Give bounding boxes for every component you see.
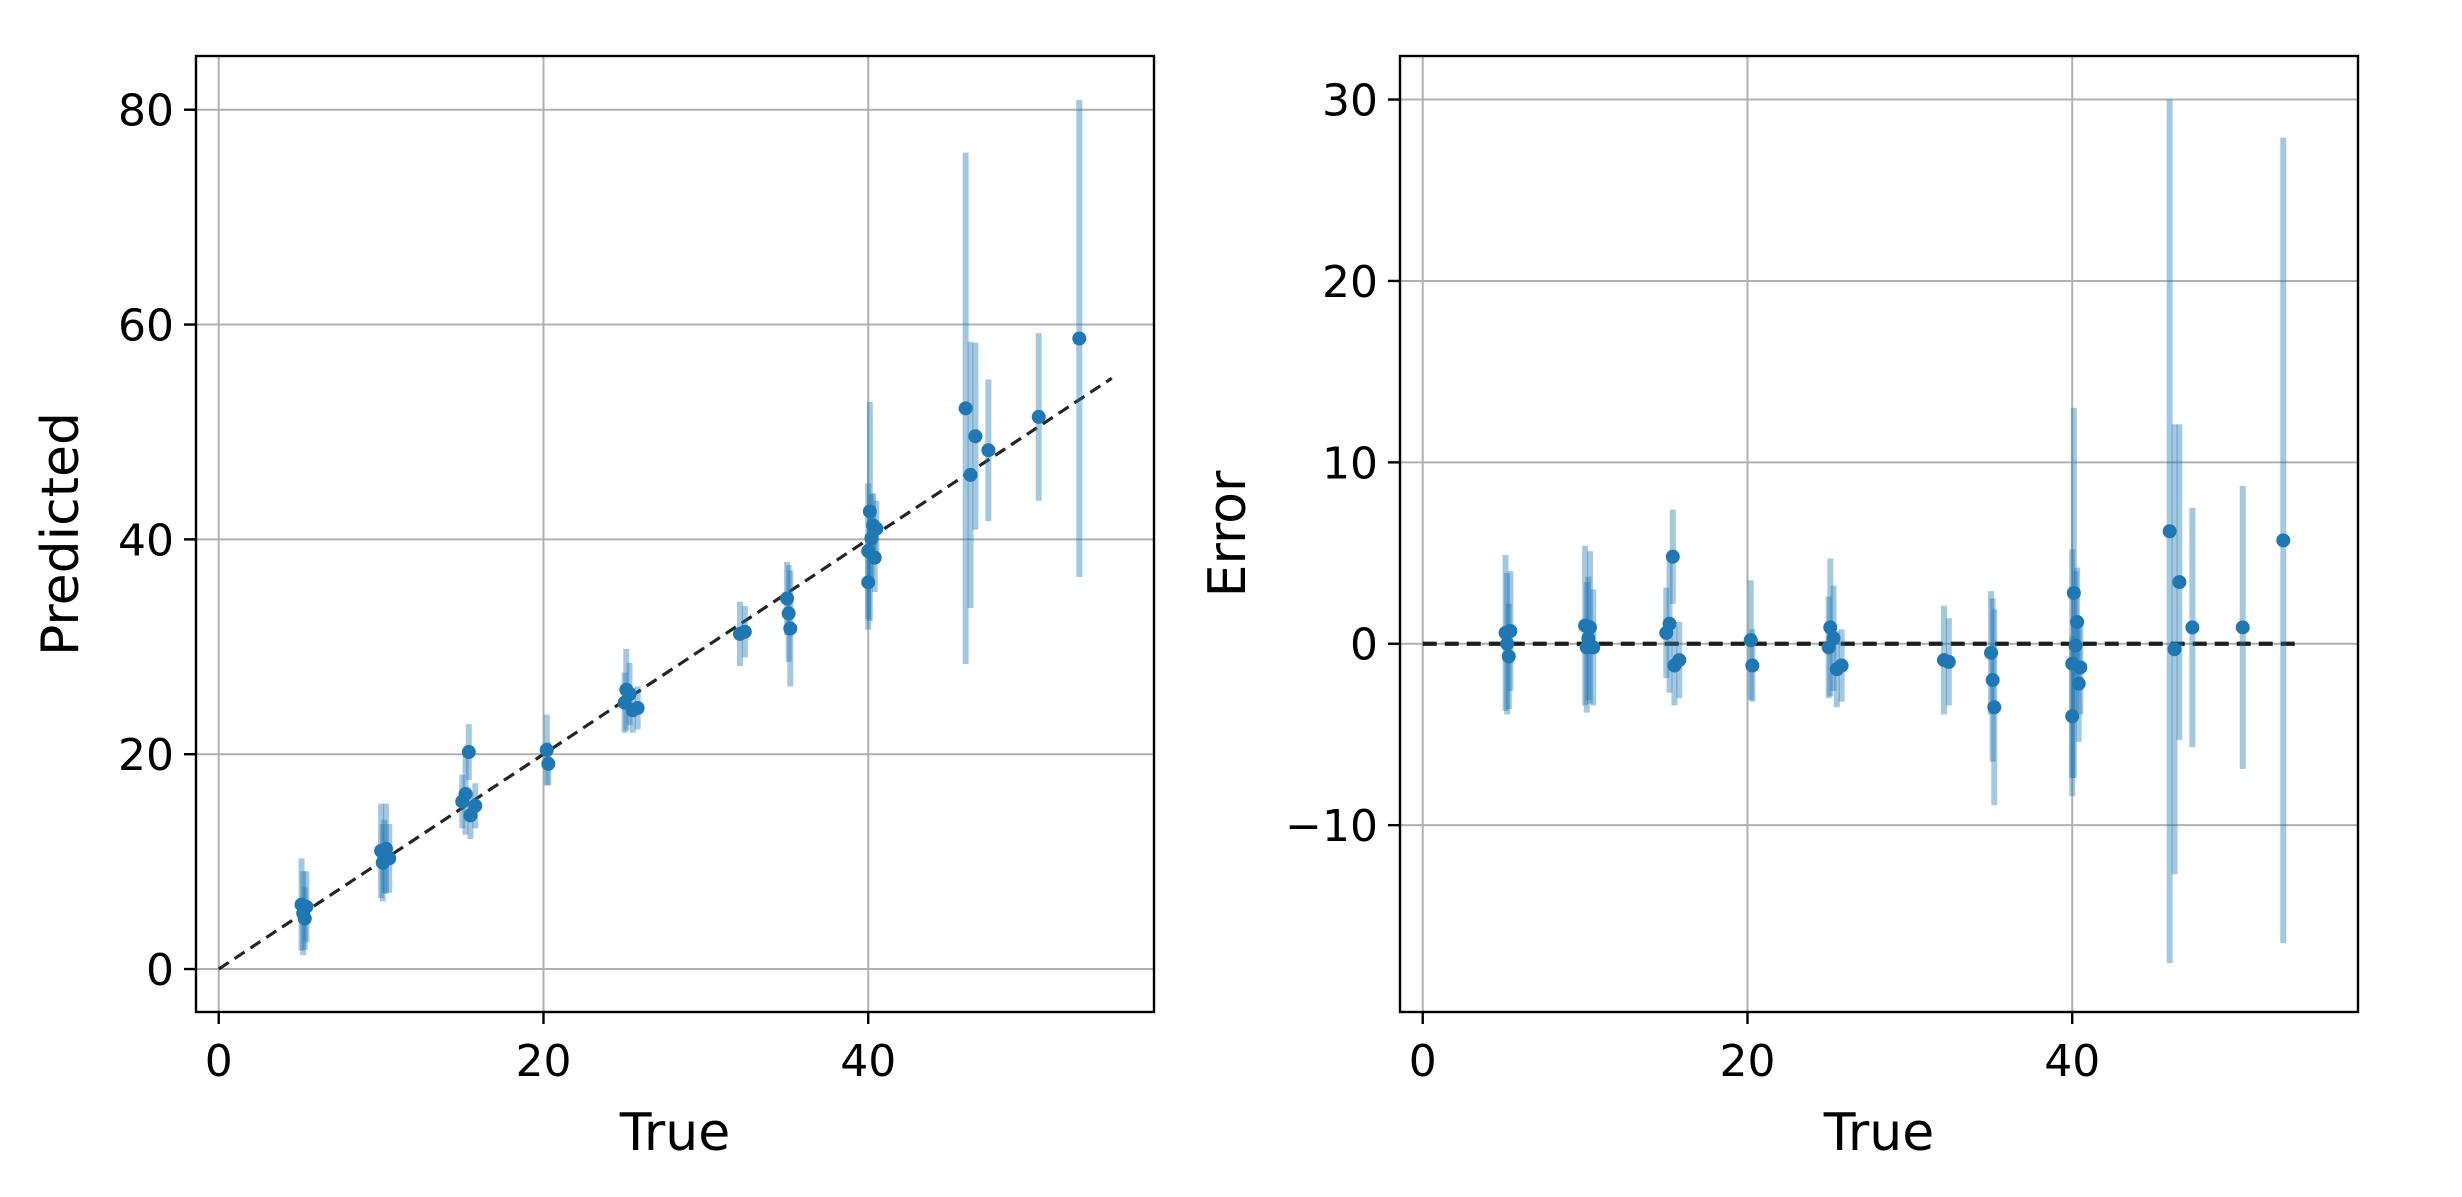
data-points	[1498, 524, 2291, 724]
data-point	[1662, 616, 1677, 631]
x-tick-label: 0	[1409, 1036, 1437, 1087]
y-tick-label: 60	[118, 301, 174, 352]
data-point	[1823, 620, 1838, 635]
y-tick-label: 0	[1350, 620, 1378, 671]
data-point	[1985, 673, 2000, 688]
data-point	[1500, 636, 1515, 651]
data-point	[2162, 524, 2177, 539]
identity-reference-line	[217, 376, 1113, 971]
y-tick-label: 80	[118, 86, 174, 137]
data-point	[1582, 620, 1597, 635]
y-tick-label: 20	[118, 730, 174, 781]
data-point	[780, 591, 795, 606]
x-tick-label: 20	[1719, 1036, 1775, 1087]
data-point	[968, 429, 983, 444]
data-point	[1743, 633, 1758, 648]
data-point	[1665, 549, 1680, 564]
data-point	[1834, 658, 1849, 673]
data-point	[737, 624, 752, 639]
data-point	[2068, 638, 2083, 653]
data-point	[1745, 658, 1760, 673]
data-point	[1987, 700, 2002, 715]
y-axis-ticks: 0 20 40 60 80	[118, 86, 196, 996]
data-point	[622, 687, 637, 702]
y-tick-label: 30	[1322, 76, 1378, 127]
data-point	[963, 467, 978, 482]
predicted-vs-true-plot: 0 20 40 0 20 40 60 80 True Predicted	[31, 54, 1156, 1163]
data-point	[1501, 649, 1516, 664]
data-point	[458, 786, 473, 801]
y-tick-label: 10	[1322, 438, 1378, 489]
data-point	[461, 745, 476, 760]
data-point	[541, 756, 556, 771]
reference-line	[217, 376, 1113, 971]
data-point	[862, 504, 877, 519]
data-point	[1984, 645, 1999, 660]
data-point	[958, 401, 973, 416]
x-tick-label: 0	[205, 1036, 233, 1087]
data-point	[299, 899, 314, 914]
y-axis-label: Error	[1198, 470, 1258, 597]
data-point	[1503, 624, 1518, 639]
data-point	[2066, 585, 2081, 600]
axes-frame	[194, 54, 1156, 1014]
x-axis-label: True	[1823, 1103, 1934, 1163]
y-tick-label: 40	[118, 515, 174, 566]
data-point	[783, 621, 798, 636]
data-point	[1941, 654, 1956, 669]
data-point	[1826, 631, 1841, 646]
x-tick-label: 20	[515, 1036, 571, 1087]
data-point	[1031, 409, 1046, 424]
y-tick-label: 20	[1322, 257, 1378, 308]
data-point	[2167, 642, 2182, 657]
data-point	[2073, 660, 2088, 675]
data-point	[869, 521, 884, 536]
data-point	[1672, 653, 1687, 668]
grid	[1400, 56, 2358, 1012]
x-tick-label: 40	[2044, 1036, 2100, 1087]
axes-frame	[1398, 54, 2360, 1014]
data-point	[468, 798, 483, 813]
x-axis-ticks: 0 20 40	[1409, 1012, 2100, 1087]
data-point	[630, 701, 645, 716]
data-point	[2071, 676, 2086, 691]
error-vs-true-plot: 0 20 40 −10 0 10 20 30 True Error	[1198, 54, 2360, 1163]
data-point	[1072, 331, 1087, 346]
data-point	[867, 550, 882, 565]
data-point	[2065, 709, 2080, 724]
data-point	[2235, 620, 2250, 635]
x-tick-label: 40	[840, 1036, 896, 1087]
data-point	[781, 606, 796, 621]
data-point	[297, 911, 312, 926]
data-point	[2070, 614, 2085, 629]
data-point	[1586, 640, 1601, 655]
x-axis-label: True	[619, 1103, 730, 1163]
y-tick-label: −10	[1285, 801, 1378, 852]
data-point	[539, 742, 554, 757]
y-axis-label: Predicted	[31, 412, 91, 656]
data-point	[2276, 533, 2291, 548]
y-axis-ticks: −10 0 10 20 30	[1285, 76, 1400, 852]
data-point	[2172, 575, 2187, 590]
data-points	[294, 331, 1087, 926]
data-point	[861, 575, 876, 590]
data-point	[981, 443, 996, 458]
data-point	[382, 851, 397, 866]
y-tick-label: 0	[146, 945, 174, 996]
data-point	[2185, 620, 2200, 635]
x-axis-ticks: 0 20 40	[205, 1012, 896, 1087]
